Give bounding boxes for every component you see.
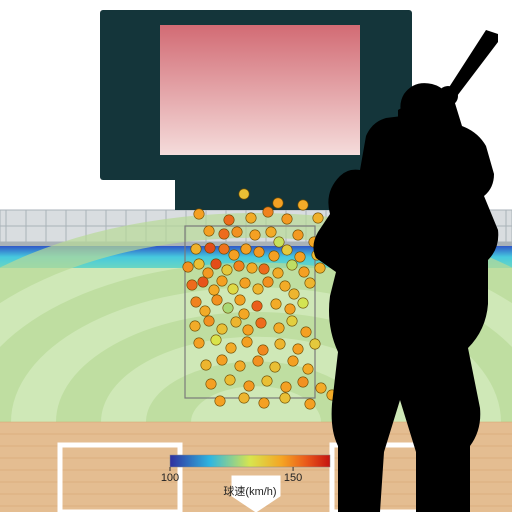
pitch-point [234, 261, 244, 271]
pitch-point [217, 355, 227, 365]
pitch-point [275, 339, 285, 349]
pitch-point [259, 398, 269, 408]
pitch-point [222, 265, 232, 275]
pitch-point [183, 262, 193, 272]
pitch-point [263, 277, 273, 287]
pitch-point [310, 339, 320, 349]
pitch-point [242, 337, 252, 347]
pitch-point [288, 356, 298, 366]
pitch-point [217, 276, 227, 286]
pitch-point [316, 383, 326, 393]
pitch-point [201, 360, 211, 370]
pitch-point [204, 226, 214, 236]
pitch-point [200, 306, 210, 316]
pitch-point [194, 338, 204, 348]
pitch-point [285, 304, 295, 314]
pitch-point [198, 277, 208, 287]
pitch-point [256, 318, 266, 328]
pitch-point [229, 250, 239, 260]
pitch-point [243, 325, 253, 335]
pitch-point [301, 327, 311, 337]
pitch-point [266, 227, 276, 237]
pitch-point [206, 379, 216, 389]
pitch-point [247, 263, 257, 273]
legend-tick: 150 [284, 472, 302, 484]
pitch-point [258, 345, 268, 355]
pitch-point [191, 297, 201, 307]
pitch-point [287, 316, 297, 326]
pitch-point [226, 343, 236, 353]
legend-tick: 100 [161, 472, 179, 484]
pitch-point [223, 303, 233, 313]
pitch-point [239, 393, 249, 403]
pitch-point [274, 237, 284, 247]
pitch-point [187, 280, 197, 290]
pitch-point [299, 267, 309, 277]
pitch-point [205, 243, 215, 253]
pitch-point [203, 268, 213, 278]
pitch-point [250, 230, 260, 240]
pitch-point [263, 207, 273, 217]
pitch-point [305, 278, 315, 288]
pitch-point [270, 362, 280, 372]
pitch-point [217, 324, 227, 334]
pitch-point [271, 299, 281, 309]
pitch-point [298, 298, 308, 308]
pitch-point [190, 321, 200, 331]
pitch-point [293, 230, 303, 240]
pitch-point [239, 189, 249, 199]
pitch-point [194, 259, 204, 269]
pitch-point [253, 284, 263, 294]
pitch-point [219, 229, 229, 239]
pitch-point [235, 361, 245, 371]
pitch-point [298, 377, 308, 387]
pitch-point [224, 215, 234, 225]
pitch-point [244, 381, 254, 391]
pitch-point [211, 335, 221, 345]
pitch-point [273, 268, 283, 278]
pitch-point [305, 399, 315, 409]
pitch-point [191, 244, 201, 254]
pitch-point [228, 284, 238, 294]
pitch-point [295, 252, 305, 262]
pitch-point [303, 364, 313, 374]
pitch-point [273, 198, 283, 208]
pitch-point [289, 289, 299, 299]
pitch-point [232, 227, 242, 237]
pitch-chart-root: 100 150 球速(km/h) [0, 0, 512, 512]
pitch-point [225, 375, 235, 385]
pitch-point [280, 393, 290, 403]
pitch-point [280, 281, 290, 291]
pitch-point [252, 301, 262, 311]
pitch-point [211, 259, 221, 269]
pitch-point [254, 247, 264, 257]
pitch-point [262, 376, 272, 386]
pitch-point [235, 295, 245, 305]
pitch-point [204, 316, 214, 326]
pitch-point [313, 213, 323, 223]
pitch-point [259, 264, 269, 274]
pitch-point [240, 278, 250, 288]
pitch-point [269, 251, 279, 261]
pitch-point [287, 260, 297, 270]
pitch-point [215, 396, 225, 406]
pitch-point [239, 309, 249, 319]
pitch-point [274, 323, 284, 333]
pitch-point [209, 285, 219, 295]
pitch-point [219, 244, 229, 254]
pitch-point [194, 209, 204, 219]
pitch-point [282, 214, 292, 224]
pitch-point [293, 344, 303, 354]
pitch-point [212, 295, 222, 305]
pitch-point [282, 245, 292, 255]
pitch-point [231, 317, 241, 327]
pitch-point [241, 244, 251, 254]
pitch-point [281, 382, 291, 392]
legend-label: 球速(km/h) [223, 484, 276, 498]
pitch-point [253, 356, 263, 366]
pitch-point [315, 263, 325, 273]
pitch-point [246, 213, 256, 223]
chart-svg: 100 150 球速(km/h) [0, 0, 512, 512]
pitch-point [298, 200, 308, 210]
